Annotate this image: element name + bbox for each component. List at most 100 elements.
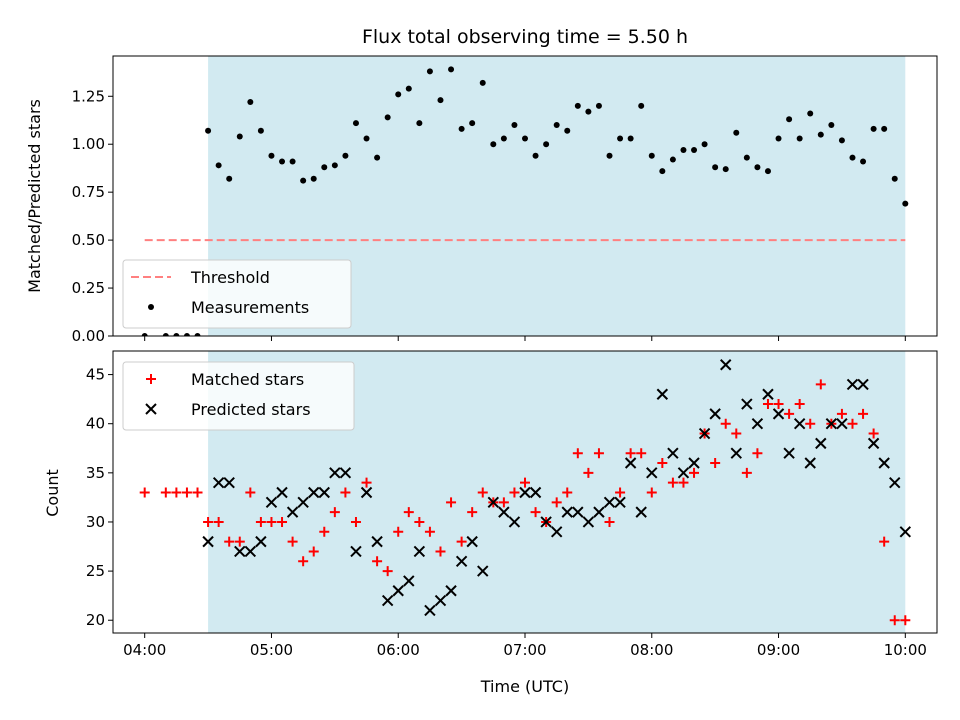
measurements-point (405, 85, 412, 92)
matched-stars-point (414, 516, 425, 527)
top-panel: 0.00 0.25 0.50 0.75 1.00 1.25 Threshold Measure… (72, 55, 938, 345)
matched-stars-point (139, 487, 150, 498)
predicted-stars-point (424, 604, 436, 617)
predicted-stars-point (487, 496, 500, 509)
predicted-stars-point (836, 418, 848, 430)
matched-stars-point (266, 516, 277, 527)
matched-stars-point (382, 566, 393, 577)
matched-stars-point (710, 458, 721, 469)
measurements-point (268, 152, 275, 159)
predicted-stars-point (846, 378, 859, 391)
x-tick-label: 09:00 (757, 641, 800, 659)
predicted-stars-point (498, 506, 510, 518)
matched-stars-point (329, 507, 340, 518)
predicted-stars-point (646, 467, 658, 479)
matched-stars-point (160, 487, 171, 498)
measurements-point (543, 141, 550, 148)
matched-stars-point (678, 477, 689, 488)
predicted-stars-point (255, 535, 267, 548)
measurements-point (712, 164, 719, 171)
measurements-point (743, 154, 750, 161)
measurements-point (310, 175, 317, 182)
predicted-stars-point (276, 486, 288, 499)
matched-stars-point (752, 448, 763, 459)
predicted-stars-point (698, 427, 711, 440)
predicted-stars-point (445, 585, 457, 597)
predicted-stars-point (308, 486, 320, 499)
top-y-axis-label: Matched/Predicted stars (25, 99, 44, 293)
matched-stars-point (858, 408, 869, 419)
predicted-stars-point (772, 408, 785, 420)
measurements-point (691, 146, 698, 153)
measurements-point (564, 127, 571, 134)
measurements-point (638, 102, 645, 109)
measurements-point (279, 158, 286, 165)
predicted-stars-point (656, 388, 669, 400)
matched-stars-legend-label: Matched stars (191, 370, 304, 389)
matched-stars-point (583, 467, 594, 478)
top-y-tick-label: 0.25 (72, 279, 105, 297)
matched-stars-point (498, 497, 509, 508)
x-tick-label: 05:00 (250, 641, 293, 659)
matched-stars-point (731, 428, 742, 439)
matched-stars-point (530, 507, 541, 518)
bottom-y-tick-label: 20 (86, 611, 105, 629)
predicted-stars-point (878, 457, 890, 469)
measurements-point (500, 135, 507, 142)
measurements-point (384, 114, 391, 121)
top-y-tick-label: 1.00 (72, 135, 105, 153)
measurements-point (205, 127, 212, 134)
bottom-y-tick-label: 25 (86, 562, 105, 580)
measurements-point (817, 131, 824, 138)
measurements-point (902, 200, 909, 207)
measurements-point (247, 99, 254, 106)
measurements-point (659, 168, 666, 175)
top-y-tick-label: 0.00 (72, 327, 105, 345)
predicted-stars-point (244, 545, 257, 558)
measurements-point (236, 133, 243, 140)
measurements-point (215, 162, 222, 169)
measurements-point (849, 154, 856, 161)
measurements-point (162, 333, 169, 336)
measurements-point (669, 156, 676, 163)
measurements-point (374, 154, 381, 161)
measurements-point (363, 135, 370, 142)
matched-stars-point (213, 516, 224, 527)
predicted-stars-point (825, 418, 838, 430)
measurements-point (796, 135, 803, 142)
predicted-stars-point (550, 526, 563, 538)
matched-stars-point (393, 526, 404, 537)
matched-stars-point (361, 477, 372, 488)
measurements-legend-label: Measurements (191, 298, 309, 317)
top-y-tick-label: 0.75 (72, 183, 105, 201)
threshold-legend-label: Threshold (190, 268, 270, 287)
measurements-point (860, 158, 867, 165)
matched-stars-point (689, 467, 700, 478)
predicted-stars-legend-marker (145, 403, 157, 415)
predicted-stars-point (889, 476, 901, 489)
x-tick-label: 08:00 (630, 641, 673, 659)
predicted-stars-point (540, 516, 552, 528)
measurements-point (585, 108, 592, 115)
matched-stars-point (520, 477, 530, 488)
predicted-stars-point (709, 408, 721, 420)
measurements-point (183, 333, 190, 336)
measurements-point (426, 68, 433, 75)
predicted-stars-point (360, 486, 373, 499)
predicted-stars-point (751, 418, 764, 430)
matched-stars-point (646, 487, 657, 498)
measurements-point (257, 127, 264, 134)
predicted-stars-point (857, 378, 869, 391)
predicted-stars-point (519, 486, 531, 499)
bottom-y-tick-label: 45 (86, 366, 105, 384)
measurements-point (870, 125, 877, 132)
predicted-stars-point (212, 476, 225, 489)
measurements-point (173, 333, 180, 336)
measurements-point (838, 137, 845, 144)
matched-stars-point (805, 418, 816, 429)
predicted-stars-point (614, 496, 626, 509)
matched-stars-point (424, 526, 435, 537)
predicted-stars-point (318, 486, 330, 499)
measurements-point (617, 135, 624, 142)
